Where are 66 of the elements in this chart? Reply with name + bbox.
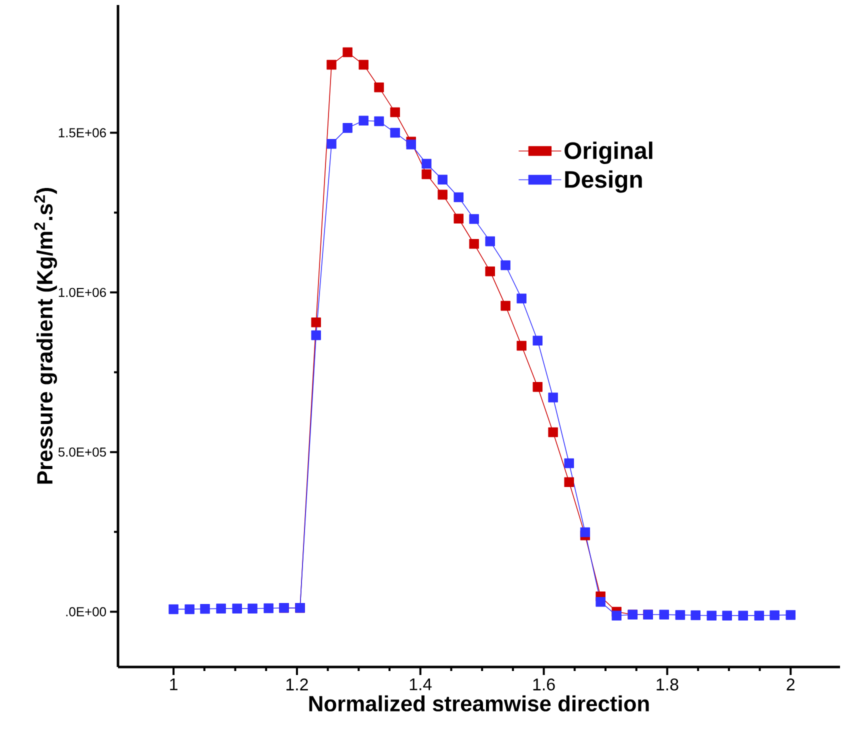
point <box>168 604 178 614</box>
point <box>358 60 368 70</box>
point <box>454 214 464 224</box>
point <box>500 300 510 311</box>
point <box>770 610 780 620</box>
point <box>422 158 432 169</box>
point <box>216 604 226 614</box>
y-axis-title: Pressure gradient (Kg/m$^{2}$.s$^{2}$) <box>34 188 58 484</box>
point <box>326 139 336 149</box>
y-tick-label: 5.0E+05 <box>58 447 106 457</box>
x-tick-label: 1.2 <box>286 678 308 690</box>
point <box>454 192 464 202</box>
point <box>342 47 352 58</box>
point <box>342 123 352 133</box>
point <box>232 604 242 614</box>
point <box>485 266 495 276</box>
point <box>326 60 336 70</box>
point <box>485 236 495 246</box>
point <box>469 214 479 224</box>
legend-label: Design <box>565 170 642 193</box>
point <box>422 169 432 180</box>
point <box>516 340 526 351</box>
point <box>390 128 400 138</box>
x-tick-label: 2 <box>786 678 794 690</box>
point <box>690 610 700 620</box>
point <box>264 603 274 614</box>
legend-label: Original <box>564 142 652 164</box>
x-tick-label: 1.6 <box>533 678 555 690</box>
point <box>311 318 321 328</box>
point <box>580 527 590 538</box>
point <box>706 610 717 620</box>
point <box>438 174 448 185</box>
point <box>200 604 210 614</box>
point <box>311 330 321 340</box>
point <box>438 190 448 200</box>
point <box>532 382 543 392</box>
point <box>754 610 764 620</box>
point <box>564 458 574 468</box>
point <box>786 610 796 620</box>
point <box>390 107 400 118</box>
point <box>532 336 543 346</box>
point <box>374 82 384 92</box>
point <box>548 427 558 438</box>
point <box>184 604 194 614</box>
x-axis-title: Normalized streamwise direction <box>309 695 649 712</box>
point <box>612 610 622 620</box>
y-tick-label: 1.0E+06 <box>58 288 106 297</box>
point <box>548 392 558 402</box>
point <box>374 116 384 126</box>
y-tick-label: 1.5E+06 <box>58 128 106 138</box>
point <box>675 610 686 620</box>
x-tick-label: 1.4 <box>410 678 432 690</box>
point <box>358 116 368 126</box>
x-tick-label: 1.8 <box>656 678 678 690</box>
point <box>248 604 258 614</box>
point <box>516 294 526 304</box>
point <box>564 477 574 487</box>
point <box>738 610 748 620</box>
point <box>722 610 732 620</box>
point <box>406 140 416 150</box>
point <box>469 238 479 249</box>
point <box>596 596 606 607</box>
point <box>500 260 510 270</box>
point <box>659 610 670 620</box>
y-tick-label: .0E+00 <box>66 607 106 616</box>
x-tick-label: 1 <box>170 678 178 690</box>
